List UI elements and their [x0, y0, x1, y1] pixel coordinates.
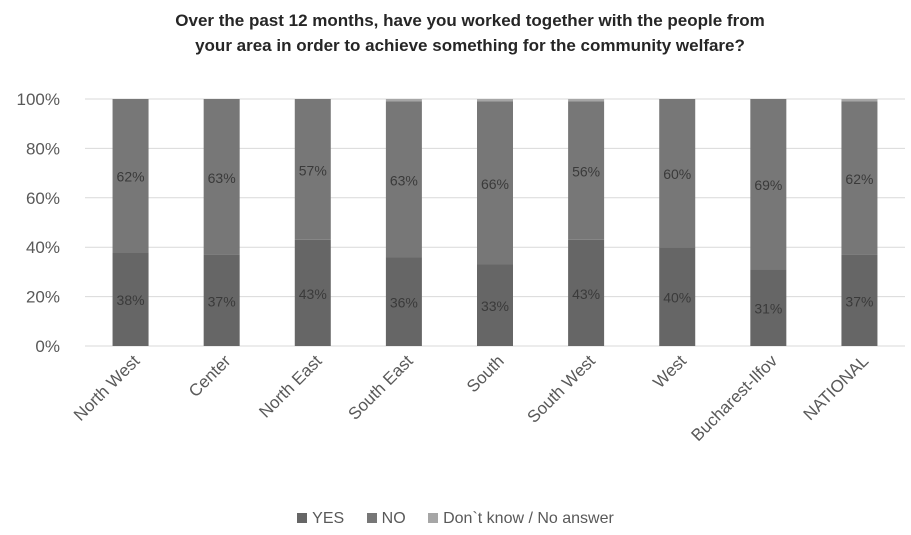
y-tick-label-80: 80%	[26, 139, 60, 158]
chart-title-line-2: your area in order to achieve something …	[195, 36, 745, 55]
legend-item-dont-know: Don`t know / No answer	[428, 510, 614, 528]
chart-title: Over the past 12 months, have you worked…	[60, 8, 880, 58]
legend-label-yes: YES	[312, 510, 345, 527]
bar-yes-national	[841, 254, 878, 346]
bar-yes-north-west	[112, 252, 149, 346]
x-tick-label-west: West	[649, 351, 690, 392]
x-tick-label-south-east: South East	[344, 351, 416, 423]
bar-no-south	[477, 101, 513, 265]
bar-don-t-know-no-answer-south-east	[385, 99, 422, 102]
bar-yes-center	[203, 254, 240, 346]
bar-no-center	[203, 99, 240, 255]
x-tick-label-south: South	[463, 351, 508, 396]
bar-yes-south-west	[568, 239, 605, 346]
bar-no-north-east	[294, 99, 331, 240]
data-label-yes-west: 40%	[663, 290, 691, 306]
bar-yes-north-east	[294, 239, 331, 346]
data-label-yes-south-west: 43%	[572, 286, 600, 302]
data-label-no-national: 62%	[845, 171, 873, 187]
legend-item-yes: YES	[297, 510, 344, 528]
bar-don-t-know-no-answer-south	[477, 99, 513, 102]
x-tick-label-north-east: North East	[255, 351, 325, 421]
data-label-no-north-west: 62%	[117, 169, 145, 185]
x-tick-label-center: Center	[185, 351, 235, 401]
bar-no-national	[841, 101, 878, 255]
bar-chart: 0% 20% 40% 60% 80% 100% 38% 62% North West 37% 63%…	[17, 90, 905, 445]
bar-don-t-know-no-answer-south-west	[568, 99, 605, 102]
legend-swatch-no	[366, 513, 377, 523]
bar-no-west	[659, 99, 696, 248]
data-label-no-west: 60%	[663, 166, 691, 182]
data-label-no-bucharest-ilfov: 69%	[754, 177, 782, 193]
x-tick-label-north-west: North West	[70, 351, 144, 425]
data-label-no-south: 66%	[481, 176, 509, 192]
data-label-no-north-east: 57%	[299, 162, 327, 178]
y-tick-label-40: 40%	[26, 238, 60, 257]
bar-yes-west	[659, 247, 696, 346]
data-label-yes-north-east: 43%	[299, 286, 327, 302]
legend-item-no: NO	[366, 510, 406, 528]
data-label-yes-south: 33%	[481, 298, 509, 314]
data-label-yes-north-west: 38%	[117, 292, 145, 308]
legend-swatch-dont-know	[428, 513, 439, 523]
bar-no-north-west	[112, 99, 149, 253]
y-tick-label-60: 60%	[26, 189, 60, 208]
data-label-yes-center: 37%	[208, 293, 236, 309]
legend-swatch-yes	[297, 513, 308, 523]
x-tick-label-south-west: South West	[524, 351, 600, 427]
bar-no-bucharest-ilfov	[750, 99, 787, 270]
legend-label-dont-know: Don`t know / No answer	[443, 510, 614, 527]
y-tick-label-0: 0%	[35, 337, 60, 356]
bar-yes-south	[477, 264, 513, 346]
y-tick-label-20: 20%	[26, 288, 60, 307]
bar-don-t-know-no-answer-national	[841, 99, 878, 102]
data-label-no-center: 63%	[208, 170, 236, 186]
y-tick-label-100: 100%	[17, 90, 60, 109]
x-tick-label-bucharest-ilfov: Bucharest-Ilfov	[688, 351, 782, 445]
data-label-yes-bucharest-ilfov: 31%	[754, 301, 782, 317]
legend-label-no: NO	[381, 510, 406, 527]
data-label-no-south-west: 56%	[572, 164, 600, 180]
x-tick-label-national: NATIONAL	[800, 351, 873, 424]
bar-no-south-east	[385, 101, 422, 258]
bar-yes-bucharest-ilfov	[750, 269, 787, 346]
data-label-no-south-east: 63%	[390, 172, 418, 188]
data-label-yes-south-east: 36%	[390, 295, 418, 311]
bar-yes-south-east	[385, 257, 422, 346]
chart-title-line-1: Over the past 12 months, have you worked…	[175, 11, 765, 30]
legend: YES NO Don`t know / No answer	[0, 510, 911, 528]
bar-no-south-west	[568, 101, 605, 240]
data-label-yes-national: 37%	[845, 293, 873, 309]
